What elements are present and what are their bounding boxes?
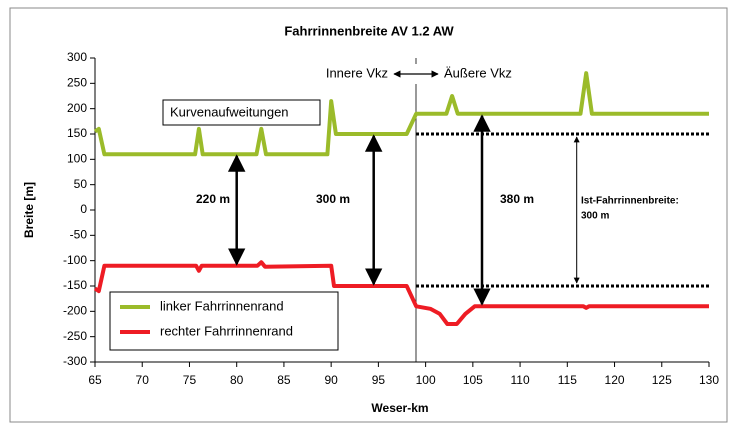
legend-label: rechter Fahrrinnenrand [160,323,293,338]
x-tick-label: 120 [605,373,625,387]
annotation: Äußere Vkz [444,65,512,80]
x-tick-label: 110 [511,373,530,387]
legend-box [109,291,339,351]
y-tick-label: 300 [67,50,87,64]
x-tick-label: 80 [230,373,244,387]
series-line [93,71,709,157]
y-tick-label: -250 [63,329,87,343]
x-tick-label: 115 [558,373,577,387]
y-tick-label: 150 [67,126,87,140]
x-axis-label: Weser-km [371,401,428,415]
x-tick-label: 95 [372,373,386,387]
x-tick-label: 125 [652,373,672,387]
annotation: 380 m [500,192,534,206]
y-tick-label: -150 [63,278,87,292]
y-tick-label: -50 [70,228,88,242]
y-tick-label: 0 [80,202,87,216]
y-tick-label: 200 [67,101,87,115]
x-tick-label: 100 [416,373,436,387]
annotation: 300 m [316,192,350,206]
x-tick-label: 105 [463,373,483,387]
annotation: Innere Vkz [326,65,388,80]
annotation: 220 m [196,192,230,206]
plot-area: -300 -250 -200 -150 -100 -50 0 50 100 150 200 250 30… [63,50,719,387]
y-tick-label: 100 [67,152,87,166]
y-tick-label: 50 [74,177,88,191]
y-tick-label: 250 [67,76,87,90]
x-tick-label: 85 [277,373,291,387]
annotation-box [162,99,321,126]
annotation: Ist-Fahrrinnenbreite: [581,196,679,207]
annotation: Kurvenaufweitungen [170,104,289,119]
x-tick-label: 130 [699,373,719,387]
chart-title: Fahrrinnenbreite AV 1.2 AW [284,23,454,38]
frame [9,7,728,423]
series-line [93,260,709,326]
legend-label: linker Fahrrinnenrand [160,298,284,313]
y-tick-label: -100 [63,253,87,267]
y-tick-label: -200 [63,304,87,318]
x-tick-label: 90 [324,373,338,387]
x-tick-label: 75 [183,373,197,387]
x-tick-label: 65 [88,373,102,387]
y-axis-label: Breite [m] [22,182,36,238]
annotation: 300 m [581,211,609,222]
x-tick-label: 70 [136,373,150,387]
y-tick-label: -300 [63,354,87,368]
legend: linker Fahrrinnenrand rechter Fahrrinnenr… [109,291,339,351]
